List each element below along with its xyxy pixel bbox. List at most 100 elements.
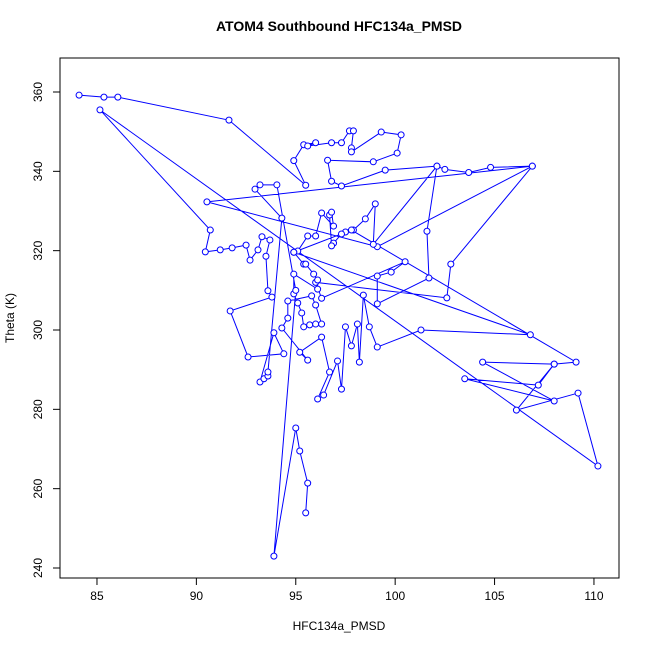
y-tick-label: 260 (31, 478, 45, 498)
data-point (359, 291, 367, 299)
data-point (320, 391, 328, 399)
data-point (373, 300, 381, 308)
data-point (264, 368, 272, 376)
data-point (341, 323, 349, 331)
data-point (266, 236, 274, 244)
data-point (292, 424, 300, 432)
data-point (268, 293, 276, 301)
y-tick-label: 240 (31, 558, 45, 578)
y-tick-label: 280 (31, 399, 45, 419)
data-point (312, 139, 320, 147)
data-point (304, 356, 312, 364)
data-point (337, 230, 345, 238)
data-point (528, 162, 536, 170)
data-point (324, 156, 332, 164)
data-point (572, 358, 580, 366)
data-point (479, 358, 487, 366)
data-point (365, 323, 373, 331)
data-point (254, 246, 262, 254)
data-point (75, 91, 83, 99)
data-point (349, 127, 357, 135)
data-point (425, 274, 433, 282)
data-point (290, 270, 298, 278)
data-point (487, 163, 495, 171)
data-point (423, 227, 431, 235)
data-point (334, 357, 342, 365)
data-point (292, 286, 300, 294)
data-point (216, 246, 224, 254)
data-point (447, 260, 455, 268)
data-point (251, 185, 259, 193)
x-tick-label: 90 (190, 589, 204, 603)
data-point (228, 244, 236, 252)
data-point (393, 149, 401, 157)
data-point (369, 158, 377, 166)
data-point (371, 200, 379, 208)
plot-frame (59, 57, 620, 579)
x-tick-label: 100 (385, 589, 405, 603)
data-point (96, 106, 104, 114)
data-point (574, 389, 582, 397)
data-point (326, 368, 334, 376)
data-point (328, 177, 336, 185)
data-point (273, 181, 281, 189)
data-point (387, 268, 395, 276)
data-point (290, 157, 298, 165)
data-point (433, 162, 441, 170)
series-line (79, 94, 599, 557)
data-point (306, 321, 314, 329)
data-point (594, 462, 602, 470)
data-point (264, 287, 272, 295)
data-point (377, 128, 385, 136)
data-point (278, 324, 286, 332)
y-axis-label: Theta (K) (3, 293, 17, 343)
data-point (328, 242, 336, 250)
data-point (244, 353, 252, 361)
data-point (314, 395, 322, 403)
data-point (312, 301, 320, 309)
data-point (401, 258, 409, 266)
data-point (373, 272, 381, 280)
data-point (278, 214, 286, 222)
data-point (328, 139, 336, 147)
data-point (330, 222, 338, 230)
data-point (550, 360, 558, 368)
data-point (337, 139, 345, 147)
data-point (300, 323, 308, 331)
data-point (347, 226, 355, 234)
data-point (226, 307, 234, 315)
y-tick-label: 360 (31, 82, 45, 102)
data-point (526, 331, 534, 339)
data-point (417, 326, 425, 334)
data-point (337, 182, 345, 190)
data-point (100, 93, 108, 101)
data-point (361, 215, 369, 223)
data-point (312, 320, 320, 328)
y-tick-label: 340 (31, 161, 45, 181)
data-point (381, 166, 389, 174)
x-tick-label: 105 (485, 589, 505, 603)
data-point (373, 343, 381, 351)
data-point (284, 297, 292, 305)
y-tick-label: 320 (31, 240, 45, 260)
data-point (310, 270, 318, 278)
data-point (296, 348, 304, 356)
data-point (314, 285, 322, 293)
data-point (304, 232, 312, 240)
data-point (534, 381, 542, 389)
data-point (347, 342, 355, 350)
data-point (550, 397, 558, 405)
data-point (512, 406, 520, 414)
data-point (369, 240, 377, 248)
data-point (242, 241, 250, 249)
data-point (318, 294, 326, 302)
data-point (465, 169, 473, 177)
data-point (296, 447, 304, 455)
data-point (203, 198, 211, 206)
data-point (318, 209, 326, 217)
data-point (461, 375, 469, 383)
data-point (302, 181, 310, 189)
data-point (355, 358, 363, 366)
